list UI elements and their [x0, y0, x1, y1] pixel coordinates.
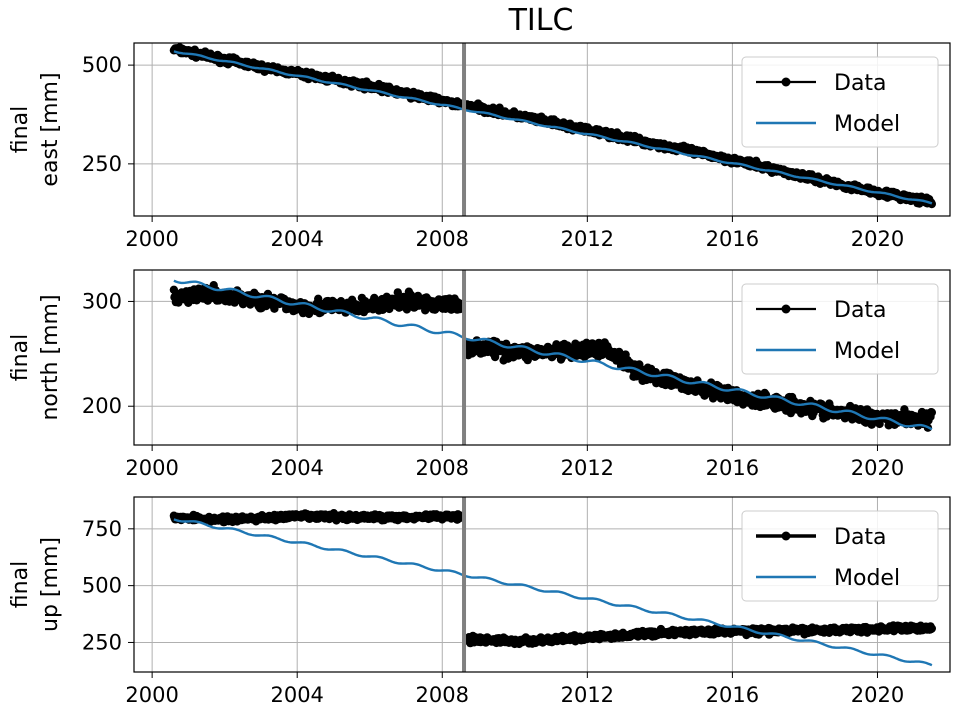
series-data [169, 509, 936, 649]
series-model-line [173, 50, 933, 205]
x-tick-label: 2008 [416, 683, 469, 707]
data-point [393, 288, 402, 297]
legend: Data Model [741, 283, 939, 375]
axes-frame [133, 269, 951, 446]
legend-data-label: Data [834, 525, 887, 550]
y-tick-label: 300 [82, 289, 122, 313]
chart-title: TILC [508, 3, 574, 38]
axes-frame [133, 42, 951, 217]
x-tick-label: 2000 [125, 227, 178, 251]
y-tick-label: 250 [82, 630, 122, 654]
x-tick-label: 2016 [706, 683, 759, 707]
series-model-line [173, 518, 933, 667]
x-tick-label: 2020 [851, 227, 904, 251]
y-tick-label: 750 [82, 517, 122, 541]
legend-model-label: Model [834, 566, 900, 591]
x-tick-label: 2020 [851, 456, 904, 480]
panel-1: 2000 2004 2008 2012 2016 2020 250 500 final east … [8, 42, 951, 251]
x-tick-label: 2016 [706, 456, 759, 480]
plot-area [169, 43, 936, 216]
x-tick-label: 2012 [561, 227, 614, 251]
y-tick-label: 250 [82, 152, 122, 176]
x-tick-label: 2020 [851, 683, 904, 707]
x-tick-label: 2000 [125, 683, 178, 707]
y-tick-label: 200 [82, 394, 122, 418]
legend-model-label: Model [834, 339, 900, 364]
x-tick-label: 2004 [270, 227, 323, 251]
legend-box [741, 283, 939, 375]
data-point [927, 199, 936, 209]
plot-area [169, 497, 936, 672]
panel-2: 2000 2004 2008 2012 2016 2020 200 300 final north… [8, 269, 951, 480]
y-axis-label-line1: final [8, 106, 33, 153]
y-axis-label-line1: final [8, 334, 33, 381]
legend: Data Model [741, 56, 939, 148]
axes-frame [133, 496, 951, 673]
x-tick-label: 2008 [416, 227, 469, 251]
legend-data-marker [781, 304, 791, 314]
x-tick-label: 2004 [270, 456, 323, 480]
legend-data-label: Data [834, 298, 887, 323]
x-tick-label: 2004 [270, 683, 323, 707]
legend-data-label: Data [834, 71, 887, 96]
legend-model-label: Model [834, 112, 900, 137]
legend-box [741, 56, 939, 148]
plot-area [169, 270, 936, 445]
series-model-line [173, 279, 933, 431]
panel-3: 2000 2004 2008 2012 2016 2020 250 500 750 final up… [8, 496, 951, 707]
y-tick-label: 500 [82, 574, 122, 598]
data-point [927, 408, 936, 417]
legend-box [741, 510, 939, 602]
data-point [927, 624, 936, 633]
x-tick-label: 2016 [706, 227, 759, 251]
series-data [169, 281, 936, 432]
legend-data-marker [781, 77, 791, 87]
legend: Data Model [741, 510, 939, 602]
legend-data-marker [781, 531, 791, 541]
y-axis-label-line2: up [mm] [38, 537, 63, 632]
y-tick-label: 500 [82, 53, 122, 77]
y-axis-label-line2: east [mm] [38, 72, 63, 186]
x-tick-label: 2008 [416, 456, 469, 480]
y-axis-label-line2: north [mm] [38, 294, 63, 420]
x-tick-label: 2000 [125, 456, 178, 480]
x-tick-label: 2012 [561, 683, 614, 707]
y-axis-label-line1: final [8, 561, 33, 608]
x-tick-label: 2012 [561, 456, 614, 480]
